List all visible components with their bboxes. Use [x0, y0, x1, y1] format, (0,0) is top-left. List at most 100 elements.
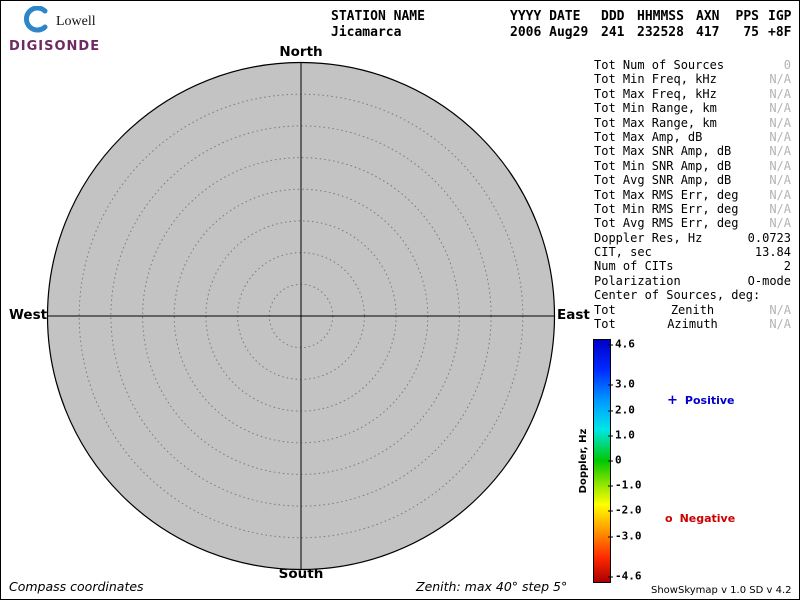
- compass-label-west: West: [9, 307, 48, 323]
- legend-negative: o Negative: [665, 512, 735, 525]
- stat-value: N/A: [769, 115, 791, 130]
- stat-label: Center of Sources, deg:: [594, 288, 761, 303]
- stat-label: Num of CITs: [594, 259, 674, 274]
- header-label: IGP: [768, 9, 792, 24]
- station-header: STATION NAME Jicamarca YYYY DATE 2006 Au…: [331, 9, 795, 41]
- header-label: AXN: [696, 9, 720, 24]
- stat-label: Tot Max RMS Err, deg: [594, 187, 739, 202]
- stat-value: N/A: [769, 201, 791, 216]
- stat-label: Tot: [594, 317, 616, 332]
- header-col-axn: AXN 417: [696, 9, 723, 41]
- stat-value: N/A: [769, 302, 791, 317]
- stat-value: N/A: [769, 187, 791, 202]
- stat-row: Tot Min SNR Amp, dB N/A: [594, 159, 791, 173]
- stat-row: Tot Azimuth N/A: [594, 317, 791, 331]
- header-value: 232528: [637, 25, 684, 40]
- header-label: DDD: [601, 9, 625, 24]
- stat-value: N/A: [769, 317, 791, 332]
- stat-sublabel: Azimuth: [667, 317, 718, 332]
- statistics-panel: Tot Num of Sources 0 Tot Min Freq, kHz N/A…: [594, 58, 791, 331]
- stat-row: Doppler Res, Hz 0.0723: [594, 231, 791, 245]
- stat-row: Polarization O-mode: [594, 274, 791, 288]
- compass-label-east: East: [557, 307, 590, 323]
- header-value: 241: [601, 25, 625, 40]
- colorbar-tick: 4.6: [608, 337, 635, 351]
- stat-label: Tot Num of Sources: [594, 58, 725, 72]
- doppler-colorbar-gradient: [593, 339, 611, 583]
- stat-label: CIT, sec: [594, 245, 652, 260]
- colorbar-tick: -1.0: [608, 478, 642, 492]
- header-label: PPS: [735, 9, 759, 24]
- header-col-station-name: STATION NAME Jicamarca: [331, 9, 501, 41]
- header-label: STATION NAME: [331, 9, 425, 24]
- stat-value: N/A: [769, 129, 791, 144]
- stat-value: N/A: [769, 86, 791, 101]
- stat-label: Tot Avg SNR Amp, dB: [594, 173, 732, 188]
- doppler-colorbar: Doppler, Hz 4.6 3.0 2.0 1.0 0 -1.0 -2.0 …: [578, 337, 663, 583]
- legend-positive: + Positive: [667, 394, 735, 407]
- stat-label: Tot: [594, 302, 616, 317]
- compass-label-north: North: [279, 44, 323, 60]
- stat-row: Center of Sources, deg:: [594, 288, 791, 302]
- stat-value: 2: [783, 259, 791, 274]
- lowell-swoosh-icon: [21, 5, 51, 38]
- stat-row: Tot Max Freq, kHz N/A: [594, 87, 791, 101]
- stat-label: Tot Min SNR Amp, dB: [594, 158, 732, 173]
- header-value: 417: [696, 25, 720, 40]
- stat-sublabel: Zenith: [670, 302, 715, 317]
- skymap-plot: [46, 61, 556, 571]
- header-value: 75: [743, 25, 759, 40]
- stat-label: Tot Min Freq, kHz: [594, 72, 717, 87]
- stat-value: N/A: [769, 101, 791, 116]
- logo-lowell-text: Lowell: [56, 14, 96, 29]
- colorbar-title: Doppler, Hz: [578, 428, 589, 494]
- stat-row: Tot Min RMS Err, deg N/A: [594, 202, 791, 216]
- stat-row: Tot Zenith N/A: [594, 303, 791, 317]
- stat-value: O-mode: [747, 273, 791, 288]
- coordinates-note: Compass coordinates: [9, 579, 144, 594]
- stat-label: Tot Max Freq, kHz: [594, 86, 717, 101]
- colorbar-tick: 3.0: [608, 377, 635, 391]
- stat-row: Tot Max Range, km N/A: [594, 116, 791, 130]
- stat-row: Tot Max Amp, dB N/A: [594, 130, 791, 144]
- colorbar-tick: -2.0: [608, 503, 642, 517]
- stat-value: 0.0723: [747, 230, 791, 245]
- header-col-date: YYYY DATE 2006 Aug29: [510, 9, 592, 41]
- stat-label: Tot Avg RMS Err, deg: [594, 216, 739, 231]
- header-col-time: HHMMSS 232528: [637, 9, 687, 41]
- colorbar-tick: -4.6: [608, 569, 642, 583]
- lowell-digisonde-logo: Lowell DIGISONDE: [9, 5, 129, 54]
- stat-label: Polarization: [594, 273, 681, 288]
- stat-value: 13.84: [754, 245, 791, 260]
- colorbar-tick: 1.0: [608, 428, 635, 442]
- stat-row: Tot Min Freq, kHz N/A: [594, 72, 791, 86]
- header-value: +8F: [768, 25, 792, 40]
- zenith-range-note: Zenith: max 40° step 5°: [416, 579, 568, 594]
- header-label: YYYY DATE: [510, 9, 581, 24]
- skymap-svg: [46, 61, 556, 571]
- stat-label: Tot Min Range, km: [594, 101, 717, 116]
- header-col-igp: IGP +8F: [768, 9, 795, 41]
- header-col-pps: PPS 75: [732, 9, 759, 41]
- stat-value: N/A: [769, 144, 791, 159]
- plus-marker-icon: +: [667, 393, 678, 408]
- version-text: ShowSkymap v 1.0 SD v 4.2: [651, 585, 792, 596]
- stat-row: Tot Num of Sources 0: [594, 58, 791, 72]
- stat-row: Tot Avg RMS Err, deg N/A: [594, 216, 791, 230]
- legend-negative-label: Negative: [679, 512, 736, 525]
- header-value: 2006 Aug29: [510, 25, 589, 40]
- stat-row: Tot Min Range, km N/A: [594, 101, 791, 115]
- header-col-ddd: DDD 241: [601, 9, 628, 41]
- compass-label-south: South: [278, 566, 324, 582]
- header-label: HHMMSS: [637, 9, 684, 24]
- stat-row: Num of CITs 2: [594, 259, 791, 273]
- colorbar-tick: -3.0: [608, 529, 642, 543]
- stat-row: Tot Max RMS Err, deg N/A: [594, 188, 791, 202]
- stat-label: Tot Max Amp, dB: [594, 129, 703, 144]
- legend-positive-label: Positive: [684, 394, 735, 407]
- stat-value: N/A: [769, 216, 791, 231]
- colorbar-tick: 2.0: [608, 403, 635, 417]
- stat-label: Tot Max Range, km: [594, 115, 717, 130]
- circle-marker-icon: o: [665, 512, 673, 525]
